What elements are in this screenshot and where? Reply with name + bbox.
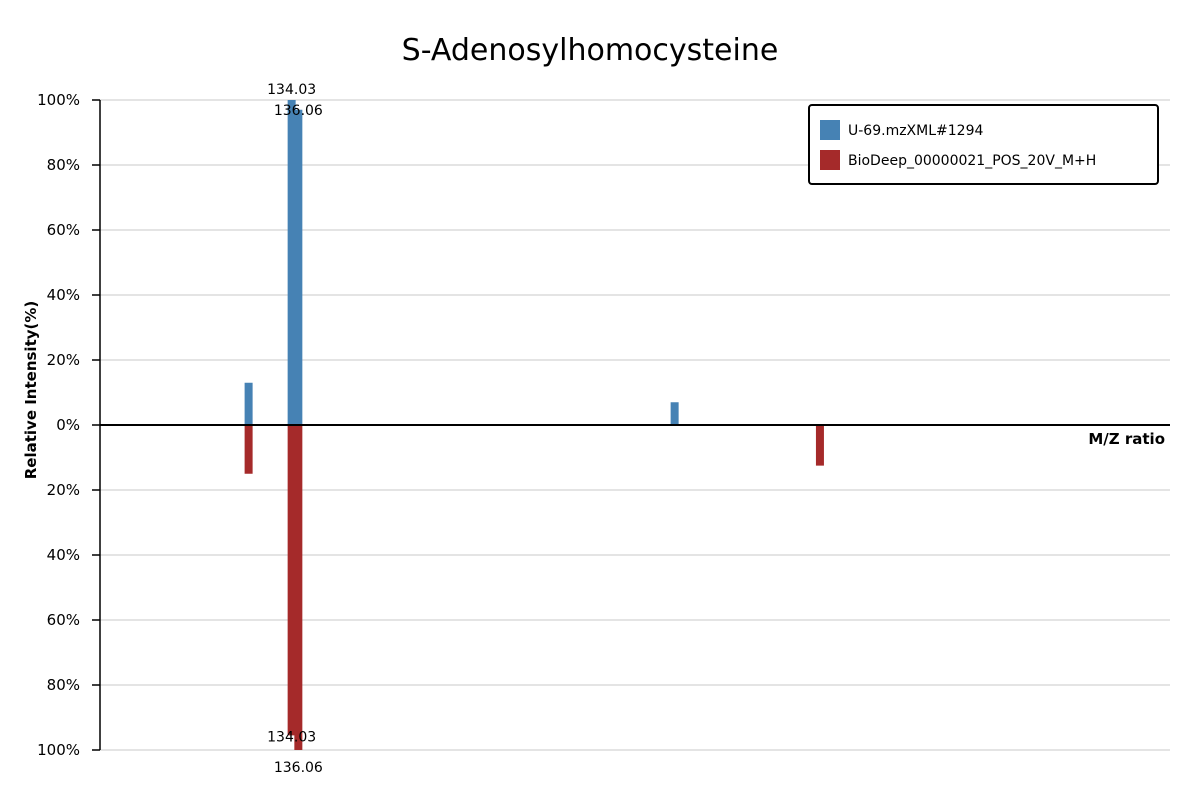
y-tick-label: 80% (47, 676, 80, 694)
query-peak-bar (294, 109, 303, 425)
y-tick-label: 60% (47, 611, 80, 629)
peak-mz-label: 136.06 (274, 760, 323, 776)
y-axis-ticks: 100% 80% 60% 40% 20% 0% 20% 40% 60% 80% 100% (37, 91, 100, 759)
query-peak-bar (287, 100, 296, 425)
legend: U-69.mzXML#1294 BioDeep_00000021_POS_20V… (808, 104, 1159, 185)
y-tick-label: 100% (37, 91, 80, 109)
peaks (244, 100, 824, 750)
reference-peak-bar (287, 425, 296, 736)
x-axis-title: M/Z ratio (1088, 430, 1165, 448)
legend-label-query: U-69.mzXML#1294 (848, 123, 983, 139)
legend-swatch-reference (820, 150, 840, 170)
query-peak-bar (670, 402, 679, 425)
y-tick-label: 40% (47, 286, 80, 304)
legend-swatch-query (820, 120, 840, 140)
y-tick-label: 20% (47, 351, 80, 369)
query-peak-bar (244, 382, 253, 425)
legend-label-reference: BioDeep_00000021_POS_20V_M+H (848, 153, 1096, 169)
gridlines (100, 99, 1170, 751)
y-tick-label: 80% (47, 156, 80, 174)
chart-title: S-Adenosylhomocysteine (402, 33, 779, 68)
reference-peak-bar (815, 425, 824, 466)
peak-mz-label: 134.03 (267, 729, 316, 745)
legend-box (808, 104, 1159, 185)
y-axis-title: Relative Intensity(%) (22, 301, 40, 480)
reference-peak-bar (244, 425, 253, 474)
y-tick-label: 60% (47, 221, 80, 239)
y-tick-label: 40% (47, 546, 80, 564)
y-tick-label: 100% (37, 741, 80, 759)
peak-labels: 134.03 136.06 134.03 136.06 (267, 82, 323, 776)
peak-mz-label: 136.06 (274, 103, 323, 119)
peak-mz-label: 134.03 (267, 82, 316, 98)
y-tick-label: 0% (56, 416, 80, 434)
y-tick-label: 20% (47, 481, 80, 499)
reference-peak-bar (294, 425, 303, 750)
